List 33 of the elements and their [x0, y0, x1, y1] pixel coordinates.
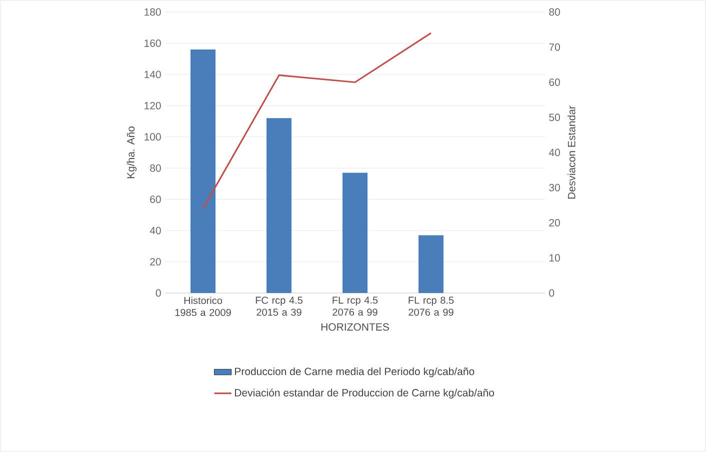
y2-tick-label: 40	[548, 148, 560, 156]
y-tick-label: 0	[156, 289, 161, 297]
y2-tick-label: 0	[549, 289, 554, 297]
y-tick-label: 40	[150, 226, 161, 234]
x-tick-label: Historico 1985 a 2009	[175, 296, 231, 316]
legend-label: Produccion de Carne media del Periodo kg/cab/año	[235, 367, 474, 378]
y-tick-label: 120	[144, 102, 161, 110]
bar	[418, 235, 444, 293]
y2-tick-label: 80	[549, 8, 560, 16]
y2-tick-label: 20	[549, 219, 560, 226]
y2-tick-label: 70	[549, 43, 560, 51]
bar	[266, 118, 292, 293]
x-tick-label: FC rcp 4.5 2015 a 39	[256, 296, 302, 316]
y2-tick-label: 30	[549, 184, 560, 192]
bar	[342, 172, 368, 293]
x-axis-title: HORIZONTES	[321, 323, 389, 331]
y2-tick-label: 60	[549, 78, 560, 86]
legend-label: Deviación estandar de Produccion de Carne kg/cab/año	[235, 388, 494, 399]
y-tick-label: 60	[150, 196, 161, 204]
y-tick-label: 160	[144, 40, 161, 47]
y2-axis-title: Desviacon Estandar	[568, 106, 576, 199]
x-tick-label: FL rcp 8.5 2076 a 99	[408, 296, 454, 316]
y-tick-label: 80	[150, 164, 161, 172]
y-tick-label: 180	[144, 8, 161, 16]
y-tick-label: 20	[150, 258, 161, 266]
bar	[190, 49, 216, 293]
y2-tick-label: 10	[550, 254, 560, 262]
y-tick-label: 100	[144, 133, 161, 141]
y-axis-title: Kg/ha. Año	[126, 126, 137, 178]
y-tick-label: 140	[144, 70, 161, 78]
x-tick-label: FL rcp 4.5 2076 a 99	[332, 296, 378, 316]
y2-tick-label: 50	[549, 114, 560, 122]
line-series	[202, 32, 432, 210]
